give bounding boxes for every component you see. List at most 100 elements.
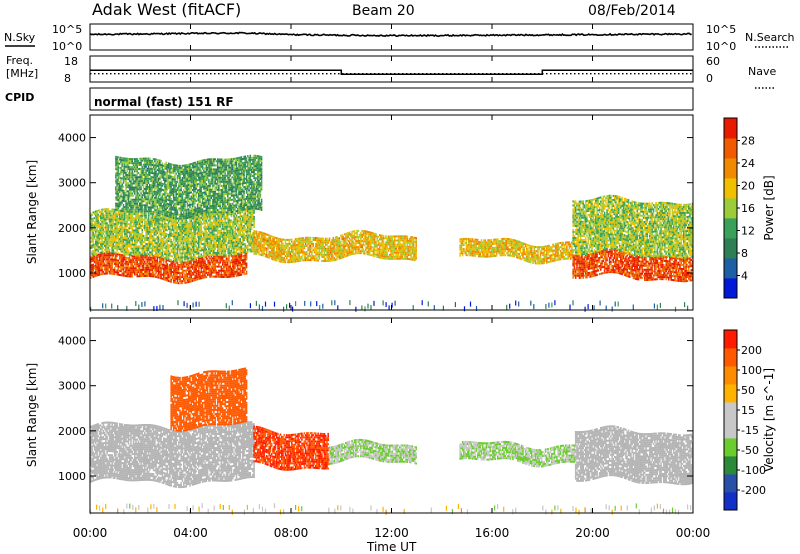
power-cell xyxy=(220,259,223,262)
power-cell xyxy=(239,238,242,241)
power-cell xyxy=(136,257,139,260)
power-cell xyxy=(107,210,110,213)
power-cell xyxy=(105,210,107,213)
power-cell xyxy=(154,275,156,278)
power-cell xyxy=(201,258,204,261)
power-cell xyxy=(250,222,253,224)
power-cell xyxy=(97,255,100,258)
power-cell xyxy=(183,280,185,282)
power-cell xyxy=(214,265,216,268)
power-cell xyxy=(206,271,209,274)
power-cell xyxy=(220,267,223,270)
power-cell xyxy=(132,257,135,260)
power-cell xyxy=(191,259,194,262)
power-cell xyxy=(90,220,92,223)
power-cell xyxy=(92,259,95,262)
power-cell xyxy=(176,267,179,270)
power-cell xyxy=(166,259,169,262)
power-cell xyxy=(177,278,180,281)
power-cell xyxy=(226,271,229,274)
power-cell xyxy=(172,194,175,197)
power-cell xyxy=(169,272,171,275)
power-cell xyxy=(232,229,234,232)
power-cell xyxy=(240,263,243,266)
power-cell xyxy=(100,263,102,266)
power-cell xyxy=(122,260,125,263)
power-cell xyxy=(96,228,98,231)
power-cell xyxy=(171,260,174,263)
power-cell xyxy=(128,269,131,272)
power-cell xyxy=(107,218,110,221)
power-cell xyxy=(242,261,244,264)
power-cell xyxy=(238,264,240,267)
power-cell xyxy=(108,242,111,245)
power-cell xyxy=(204,246,206,249)
power-cell xyxy=(253,217,255,220)
power-cell xyxy=(194,271,196,273)
power-cell xyxy=(127,263,130,266)
power-cell xyxy=(194,260,196,263)
power-cell xyxy=(214,275,216,278)
power-cell xyxy=(137,249,140,252)
power-cell xyxy=(186,267,189,270)
power-cell xyxy=(230,255,233,258)
noise-left-tick-bottom: 10^0 xyxy=(52,40,82,53)
power-cell xyxy=(140,275,142,278)
power-cell xyxy=(203,270,205,273)
power-cell xyxy=(210,271,213,274)
power-cell xyxy=(237,274,239,277)
power-cell xyxy=(186,281,189,284)
power-cell xyxy=(128,271,131,274)
power-cell xyxy=(162,264,165,266)
power-cell xyxy=(216,271,219,274)
power-cell xyxy=(103,264,106,267)
power-cell xyxy=(137,265,140,268)
power-cell xyxy=(191,271,194,274)
power-cell xyxy=(221,219,224,222)
power-cell xyxy=(149,268,151,271)
power-cell xyxy=(219,269,221,272)
power-cell xyxy=(220,255,223,258)
power-cell xyxy=(123,272,126,275)
power-cell xyxy=(90,276,92,279)
power-cell xyxy=(95,256,97,259)
power-cell xyxy=(196,262,199,264)
power-cell xyxy=(150,210,152,213)
power-cell xyxy=(130,273,132,276)
power-cell xyxy=(107,244,110,247)
power-cell xyxy=(176,178,179,181)
power-cell xyxy=(195,272,198,275)
power-cell xyxy=(239,261,242,264)
power-cell xyxy=(175,184,177,187)
power-cell xyxy=(165,264,167,267)
power-cell xyxy=(183,271,185,274)
power-cell xyxy=(120,262,122,264)
power-cell xyxy=(208,273,210,276)
power-cell xyxy=(155,275,157,278)
power-cell xyxy=(188,264,190,267)
power-cell xyxy=(132,271,135,274)
power-cell xyxy=(152,257,155,260)
power-cell xyxy=(141,222,144,225)
power-cell xyxy=(127,229,130,232)
power-cell xyxy=(122,272,125,275)
power-cell xyxy=(184,279,186,282)
power-cell xyxy=(101,256,103,259)
power-cell xyxy=(105,212,107,215)
power-cell xyxy=(121,260,123,263)
power-cell xyxy=(177,265,180,268)
power-cell xyxy=(230,271,233,274)
power-cell xyxy=(106,272,108,275)
power-cell xyxy=(145,208,147,211)
power-cell xyxy=(146,272,149,275)
power-cell xyxy=(235,256,238,259)
power-cell xyxy=(230,273,233,276)
power-cell xyxy=(199,277,201,280)
power-cell xyxy=(147,181,150,184)
power-cell xyxy=(175,195,177,197)
power-cell xyxy=(150,267,152,269)
power-cell xyxy=(122,254,125,257)
power-cell xyxy=(232,275,234,278)
power-cell xyxy=(154,261,156,264)
power-cell xyxy=(223,229,225,232)
